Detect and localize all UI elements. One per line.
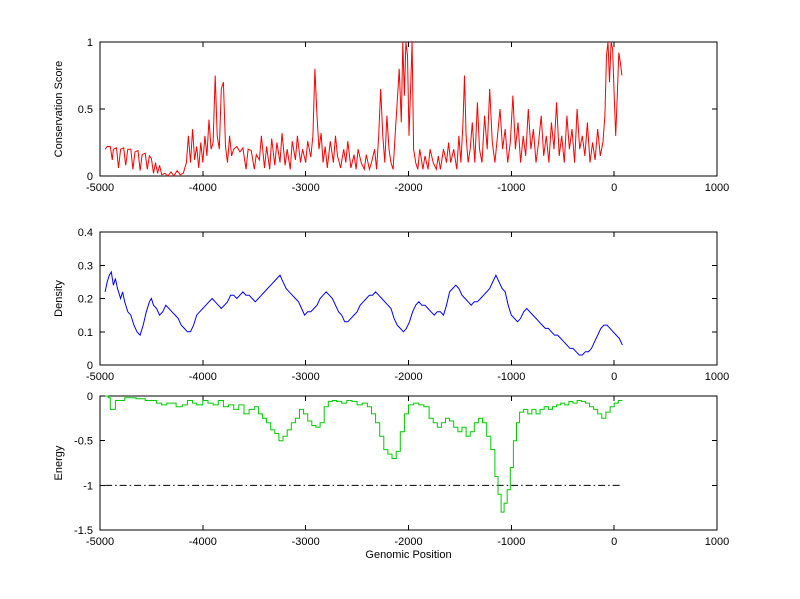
y-tick-label: 0.5: [78, 104, 93, 116]
x-tick-label: -1000: [497, 371, 525, 383]
x-tick-label: -4000: [189, 536, 217, 548]
x-tick-label: -2000: [394, 371, 422, 383]
density-chart: -5000 -4000 -3000 -2000 -1000 0 1000 0 0.1 0.2 0.3…: [53, 227, 729, 383]
x-tick-label: 1000: [705, 536, 729, 548]
y-tick-label: -1: [83, 480, 93, 492]
x-tick-label: -4000: [189, 371, 217, 383]
energy-series: [105, 395, 623, 513]
x-tick-label: -3000: [292, 371, 320, 383]
x-tick-label: 1000: [705, 371, 729, 383]
energy-chart: -5000 -4000 -3000 -2000 -1000 0 1000 -1.5 -1 -0.5…: [53, 391, 729, 561]
x-tick-label: 0: [611, 371, 617, 383]
x-tick-label: -3000: [292, 536, 320, 548]
x-tick-label: -1000: [497, 536, 525, 548]
conservation-series: [104, 41, 623, 177]
x-tick-label: -2000: [394, 536, 422, 548]
x-tick-label: -3000: [292, 182, 320, 194]
x-tick-label: -1000: [497, 182, 525, 194]
conservation-y-axis-label: Conservation Score: [53, 61, 65, 158]
energy-axes-box: [99, 395, 718, 531]
x-tick-label: -4000: [189, 182, 217, 194]
y-tick-label: 0.2: [78, 294, 93, 306]
density-axes-box: [99, 231, 718, 366]
x-tick-label: 0: [611, 536, 617, 548]
x-tick-label: -2000: [394, 182, 422, 194]
x-tick-label: -5000: [86, 182, 114, 194]
y-tick-label: 0.3: [78, 260, 93, 272]
conservation-score-chart: -5000 -4000 -3000 -2000 -1000 0 1000 0 0.5 1 Conse…: [53, 37, 729, 194]
y-tick-label: -1.5: [74, 525, 93, 537]
y-tick-label: 1: [87, 37, 93, 49]
y-tick-label: 0.4: [78, 227, 93, 239]
energy-y-axis-label: Energy: [53, 445, 65, 480]
density-series: [104, 270, 623, 356]
x-tick-label: 1000: [705, 182, 729, 194]
y-tick-label: 0: [87, 171, 93, 183]
density-y-axis-label: Density: [53, 280, 65, 317]
y-tick-label: 0: [87, 360, 93, 372]
x-tick-label: 0: [611, 182, 617, 194]
y-tick-label: 0.1: [78, 327, 93, 339]
y-tick-label: -0.5: [74, 436, 93, 448]
y-tick-label: 0: [87, 391, 93, 403]
x-tick-label: -5000: [86, 371, 114, 383]
x-axis-label: Genomic Position: [365, 549, 451, 561]
x-tick-label: -5000: [86, 536, 114, 548]
